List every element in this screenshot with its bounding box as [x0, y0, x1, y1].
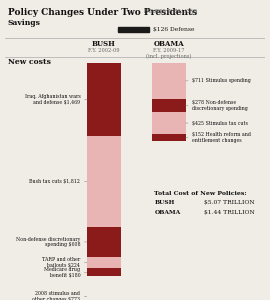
- Bar: [87, 268, 121, 277]
- Bar: [152, 112, 186, 134]
- Text: BUSH: BUSH: [92, 40, 116, 48]
- Text: F.Y. 2002-09: F.Y. 2002-09: [88, 48, 120, 53]
- Text: Savings: Savings: [8, 19, 40, 27]
- Bar: [152, 63, 186, 99]
- Text: OBAMA: OBAMA: [153, 40, 184, 48]
- Bar: [87, 63, 121, 136]
- Text: $425 Stimulus tax cuts: $425 Stimulus tax cuts: [192, 121, 248, 125]
- Bar: [87, 136, 121, 227]
- Text: BUSH: BUSH: [154, 200, 175, 205]
- Text: FIGURES IN BILLIONS: FIGURES IN BILLIONS: [144, 9, 197, 14]
- Text: Policy Changes Under Two Presidents: Policy Changes Under Two Presidents: [8, 8, 197, 17]
- Text: TARP and other
bailouts $224: TARP and other bailouts $224: [42, 257, 80, 268]
- Bar: [152, 99, 186, 112]
- Text: $278 Non-defense
discretionary spending: $278 Non-defense discretionary spending: [192, 100, 248, 111]
- Text: Bush tax cuts $1,812: Bush tax cuts $1,812: [29, 179, 80, 184]
- Text: Non-defense discretionary
spending $608: Non-defense discretionary spending $608: [16, 236, 80, 247]
- Text: New costs: New costs: [8, 58, 50, 66]
- Text: Iraq, Afghanistan wars
and defense $1,469: Iraq, Afghanistan wars and defense $1,46…: [25, 94, 80, 105]
- Text: $5.07 TRILLION: $5.07 TRILLION: [204, 200, 254, 205]
- Bar: [152, 134, 186, 141]
- Bar: [87, 227, 121, 257]
- Text: $126 Defense: $126 Defense: [153, 27, 195, 32]
- Text: 2008 stimulus and
other changes $773: 2008 stimulus and other changes $773: [32, 291, 80, 300]
- Text: Total Cost of New Policies:: Total Cost of New Policies:: [154, 191, 247, 196]
- Text: OBAMA: OBAMA: [154, 210, 181, 215]
- Bar: [87, 257, 121, 268]
- Bar: [118, 27, 149, 32]
- Text: $711 Stimulus spending: $711 Stimulus spending: [192, 78, 251, 83]
- Bar: [87, 277, 121, 300]
- Text: $152 Health reform and
entitlement changes: $152 Health reform and entitlement chang…: [192, 132, 251, 143]
- Text: $1.44 TRILLION: $1.44 TRILLION: [204, 210, 255, 215]
- Text: Medicare drug
benefit $180: Medicare drug benefit $180: [44, 267, 80, 278]
- Text: F.Y. 2009-17
(incl. projections): F.Y. 2009-17 (incl. projections): [146, 48, 191, 59]
